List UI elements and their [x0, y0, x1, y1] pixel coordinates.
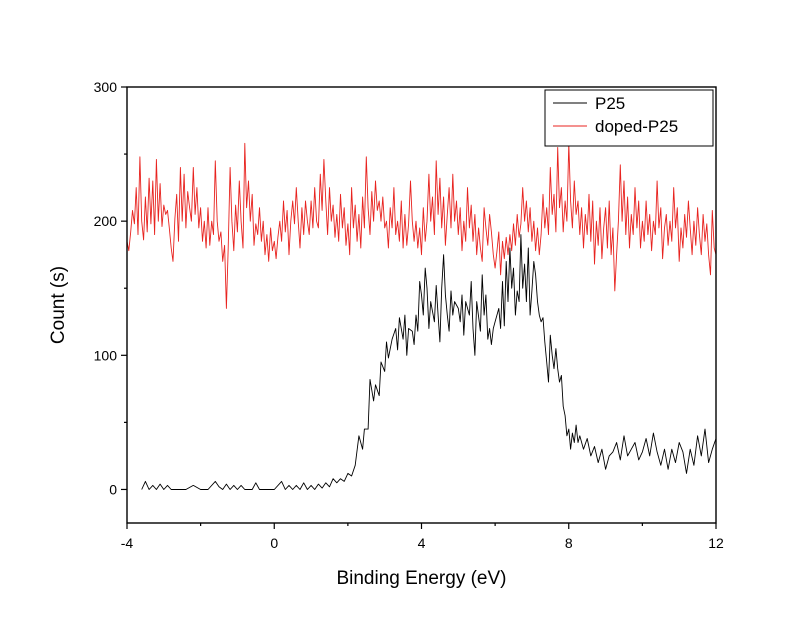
- legend: P25 doped-P25: [544, 89, 714, 147]
- legend-label: doped-P25: [595, 117, 678, 136]
- y-tick-label: 0: [109, 481, 117, 497]
- x-tick-label: 0: [270, 535, 278, 551]
- legend-box: [544, 89, 714, 147]
- series-line-1: [126, 142, 717, 309]
- x-tick-label: -4: [121, 535, 134, 551]
- y-tick-label: 100: [94, 347, 118, 363]
- x-tick-label: 12: [708, 535, 724, 551]
- ticks-layer: -4 0 4 8 12 0 100 200 300: [94, 79, 724, 551]
- y-axis-title: Count (s): [48, 266, 69, 344]
- plot-frame: [126, 86, 717, 524]
- series-line-0: [141, 234, 717, 490]
- x-axis-title: Binding Energy (eV): [336, 568, 506, 589]
- legend-label: P25: [595, 94, 625, 113]
- x-tick-label: 8: [565, 535, 573, 551]
- series-layer: [126, 142, 717, 490]
- y-tick-label: 300: [94, 79, 118, 95]
- y-tick-label: 200: [94, 213, 118, 229]
- x-tick-label: 4: [418, 535, 426, 551]
